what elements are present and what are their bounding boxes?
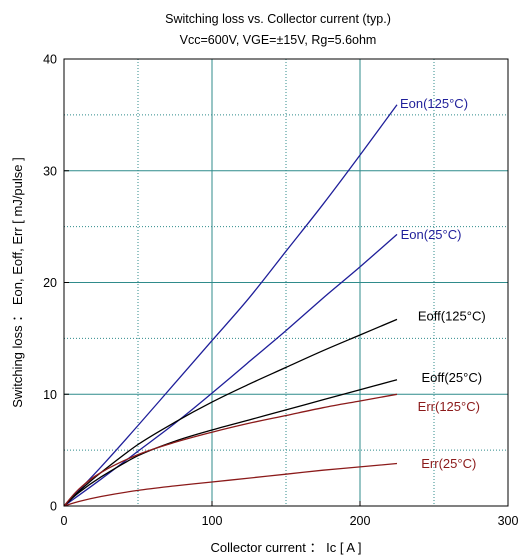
y-tick-label: 20 — [43, 276, 57, 290]
y-axis-label: Switching loss ： Eon, Eoff, Err [ mJ/pul… — [10, 157, 25, 407]
series-label: Eon(25°C) — [401, 227, 462, 242]
y-tick-label: 40 — [43, 53, 57, 67]
data-series — [63, 104, 398, 507]
series-label: Eon(125°C) — [400, 96, 468, 111]
x-axis-label: Collector current ： Ic [ A ] — [211, 540, 362, 555]
y-tick-label: 0 — [50, 500, 57, 514]
chart-title: Switching loss vs. Collector current (ty… — [165, 12, 391, 26]
x-tick-label: 300 — [498, 514, 519, 528]
x-tick-label: 100 — [202, 514, 223, 528]
series-labels: Eon(125°C) Eon(25°C) Eoff(125°C) Eoff(25°C)… — [400, 96, 486, 471]
series-line-err-25-c- — [63, 462, 398, 507]
y-tick-label: 30 — [43, 164, 57, 178]
x-tick-label: 200 — [350, 514, 371, 528]
axis-ticks: 0 100 200 300 0 10 20 30 40 — [43, 53, 518, 529]
series-line-err-125-c- — [63, 393, 398, 507]
series-label: Eoff(25°C) — [421, 370, 482, 385]
x-tick-label: 0 — [61, 514, 68, 528]
series-label: Err(125°C) — [418, 399, 480, 414]
series-line-eoff-25-c- — [63, 379, 398, 507]
series-line-eon-125-c- — [63, 104, 398, 507]
series-line-eoff-125-c- — [63, 318, 398, 507]
series-label: Eoff(125°C) — [418, 309, 486, 324]
chart-subtitle: Vcc=600V, VGE=±15V, Rg=5.6ohm — [180, 33, 377, 47]
series-label: Err(25°C) — [421, 456, 476, 471]
y-tick-label: 10 — [43, 388, 57, 402]
grid-lines — [64, 59, 508, 506]
